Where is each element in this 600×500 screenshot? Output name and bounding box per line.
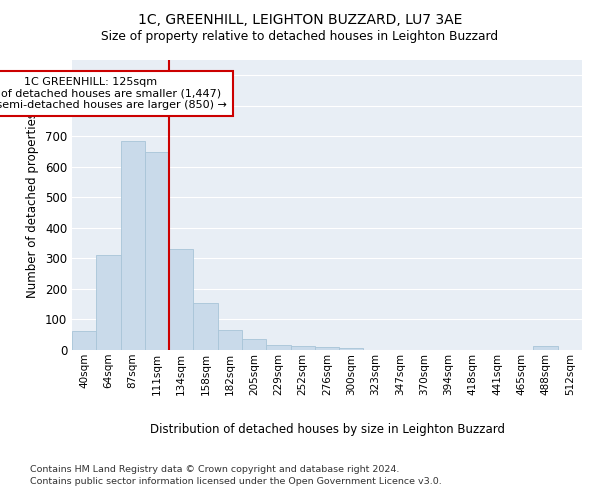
Bar (96, 256, 121, 350)
Bar (145, 152, 169, 350)
Bar (242, 340, 266, 350)
Bar (193, 302, 218, 350)
Bar (121, 141, 145, 350)
Bar (169, 250, 193, 350)
Bar (218, 330, 242, 350)
Bar (339, 348, 364, 350)
Bar (533, 346, 558, 350)
Text: Contains HM Land Registry data © Crown copyright and database right 2024.: Contains HM Land Registry data © Crown c… (30, 465, 400, 474)
Bar (290, 346, 315, 350)
Text: Distribution of detached houses by size in Leighton Buzzard: Distribution of detached houses by size … (149, 422, 505, 436)
Text: 1C, GREENHILL, LEIGHTON BUZZARD, LU7 3AE: 1C, GREENHILL, LEIGHTON BUZZARD, LU7 3AE (138, 12, 462, 26)
Text: Contains public sector information licensed under the Open Government Licence v3: Contains public sector information licen… (30, 478, 442, 486)
Bar (266, 344, 290, 350)
Text: Size of property relative to detached houses in Leighton Buzzard: Size of property relative to detached ho… (101, 30, 499, 43)
Text: 1C GREENHILL: 125sqm
← 63% of detached houses are smaller (1,447)
37% of semi-de: 1C GREENHILL: 125sqm ← 63% of detached h… (0, 77, 227, 110)
Y-axis label: Number of detached properties: Number of detached properties (26, 112, 40, 298)
Bar (72, 331, 96, 350)
Bar (315, 347, 339, 350)
